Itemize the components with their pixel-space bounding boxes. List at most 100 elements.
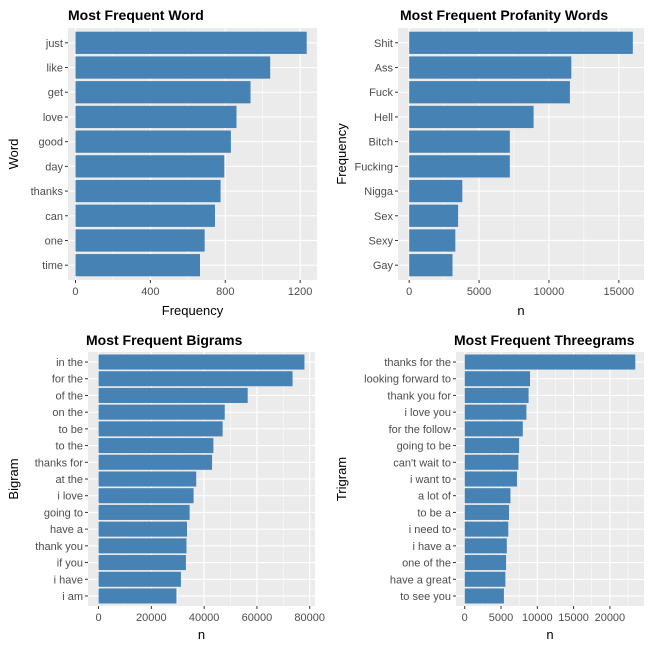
x-tick-label: 20000 [136, 612, 167, 624]
bar [464, 504, 509, 520]
bar [464, 387, 529, 403]
chart-title: Most Frequent Profanity Words [400, 7, 608, 23]
y-tick-label: thank you [35, 541, 83, 553]
bar [98, 488, 194, 504]
x-axis-title: n [517, 303, 524, 318]
x-tick-label: 5000 [467, 286, 491, 298]
chart-title: Most Frequent Bigrams [86, 332, 243, 348]
x-tick-label: 0 [95, 612, 101, 624]
y-tick-label: i love you [405, 407, 451, 419]
y-tick-label: day [45, 161, 63, 173]
bar [75, 105, 237, 129]
chart-panel-4: thanks for the looking forward to thank yo… [334, 332, 644, 642]
bar [464, 454, 519, 470]
y-tick-label: Sexy [369, 235, 394, 247]
bar [464, 588, 504, 604]
bar [409, 105, 534, 129]
bar [464, 404, 527, 420]
x-tick-label: 1200 [288, 286, 312, 298]
y-tick-label: in the [56, 357, 83, 369]
bar [98, 504, 190, 520]
bar [464, 471, 517, 487]
bar [409, 130, 510, 153]
bar [464, 538, 507, 554]
y-tick-label: have a great [390, 574, 451, 586]
y-tick-label: Fuck [369, 87, 393, 99]
bar [409, 229, 456, 252]
y-tick-label: i need to [409, 524, 451, 536]
bar [409, 31, 633, 54]
y-tick-label: Ass [375, 63, 394, 75]
chart-panel-1: just like get love good day thanks can one time 0 4… [6, 7, 317, 318]
y-tick-label: Bitch [369, 137, 393, 149]
bar [98, 438, 214, 454]
x-tick-label: 0 [462, 612, 468, 624]
y-tick-label: one [45, 235, 63, 247]
y-tick-label: have a [50, 524, 84, 536]
bar [98, 387, 248, 403]
chart-title: Most Frequent Word [68, 7, 204, 23]
x-tick-label: 10000 [522, 612, 553, 624]
chart-title: Most Frequent Threegrams [454, 332, 635, 348]
y-axis-title: Word [6, 139, 21, 170]
y-tick-label: at the [55, 474, 83, 486]
y-tick-label: can't wait to [393, 457, 451, 469]
bar [409, 81, 570, 104]
y-tick-label: thank you for [387, 390, 451, 402]
y-tick-label: of the [55, 390, 83, 402]
bar [75, 56, 271, 79]
y-tick-label: i have a [412, 541, 451, 553]
y-tick-label: like [46, 63, 63, 75]
y-tick-label: Fucking [354, 161, 393, 173]
y-tick-label: love [43, 112, 63, 124]
bar [75, 229, 205, 252]
y-tick-label: to be [59, 424, 83, 436]
x-axis-title: Frequency [162, 303, 224, 318]
bar [409, 179, 463, 203]
y-tick-label: for the follow [389, 424, 451, 436]
x-tick-label: 40000 [189, 612, 220, 624]
y-tick-label: to see you [400, 591, 451, 603]
y-tick-label: going to be [397, 441, 451, 453]
bar [98, 571, 181, 587]
bar [98, 588, 177, 604]
y-tick-label: one of the [402, 558, 451, 570]
x-tick-label: 20000 [595, 612, 626, 624]
y-tick-label: good [39, 137, 63, 149]
y-tick-label: just [45, 38, 63, 50]
bar [98, 421, 223, 437]
bar [409, 204, 459, 227]
y-tick-label: going to [44, 507, 83, 519]
x-axis-title: n [546, 627, 553, 642]
bar [75, 155, 225, 178]
bar [98, 471, 197, 487]
bar [464, 488, 511, 504]
bar [464, 555, 507, 571]
y-tick-label: Nigga [364, 186, 394, 198]
y-axis-title: Frequency [334, 123, 349, 185]
y-tick-label: to the [55, 441, 83, 453]
y-tick-label: thanks for the [384, 357, 451, 369]
y-tick-label: thanks for [35, 457, 84, 469]
x-tick-label: 15000 [604, 286, 635, 298]
y-tick-label: Gay [373, 260, 394, 272]
bar [98, 454, 213, 470]
bar [75, 81, 251, 104]
y-tick-label: if you [57, 558, 83, 570]
y-tick-label: Hell [374, 112, 393, 124]
bar [464, 521, 509, 537]
y-tick-label: i am [62, 591, 83, 603]
bar [98, 404, 225, 420]
bar [75, 130, 231, 153]
y-tick-label: time [42, 260, 63, 272]
x-tick-label: 800 [216, 286, 234, 298]
bar [75, 31, 307, 54]
y-tick-label: on the [52, 407, 83, 419]
x-tick-label: 0 [72, 286, 78, 298]
bar [409, 254, 453, 277]
y-tick-label: thanks [31, 186, 64, 198]
bar [98, 371, 293, 387]
y-tick-label: get [48, 87, 63, 99]
x-tick-label: 400 [141, 286, 159, 298]
